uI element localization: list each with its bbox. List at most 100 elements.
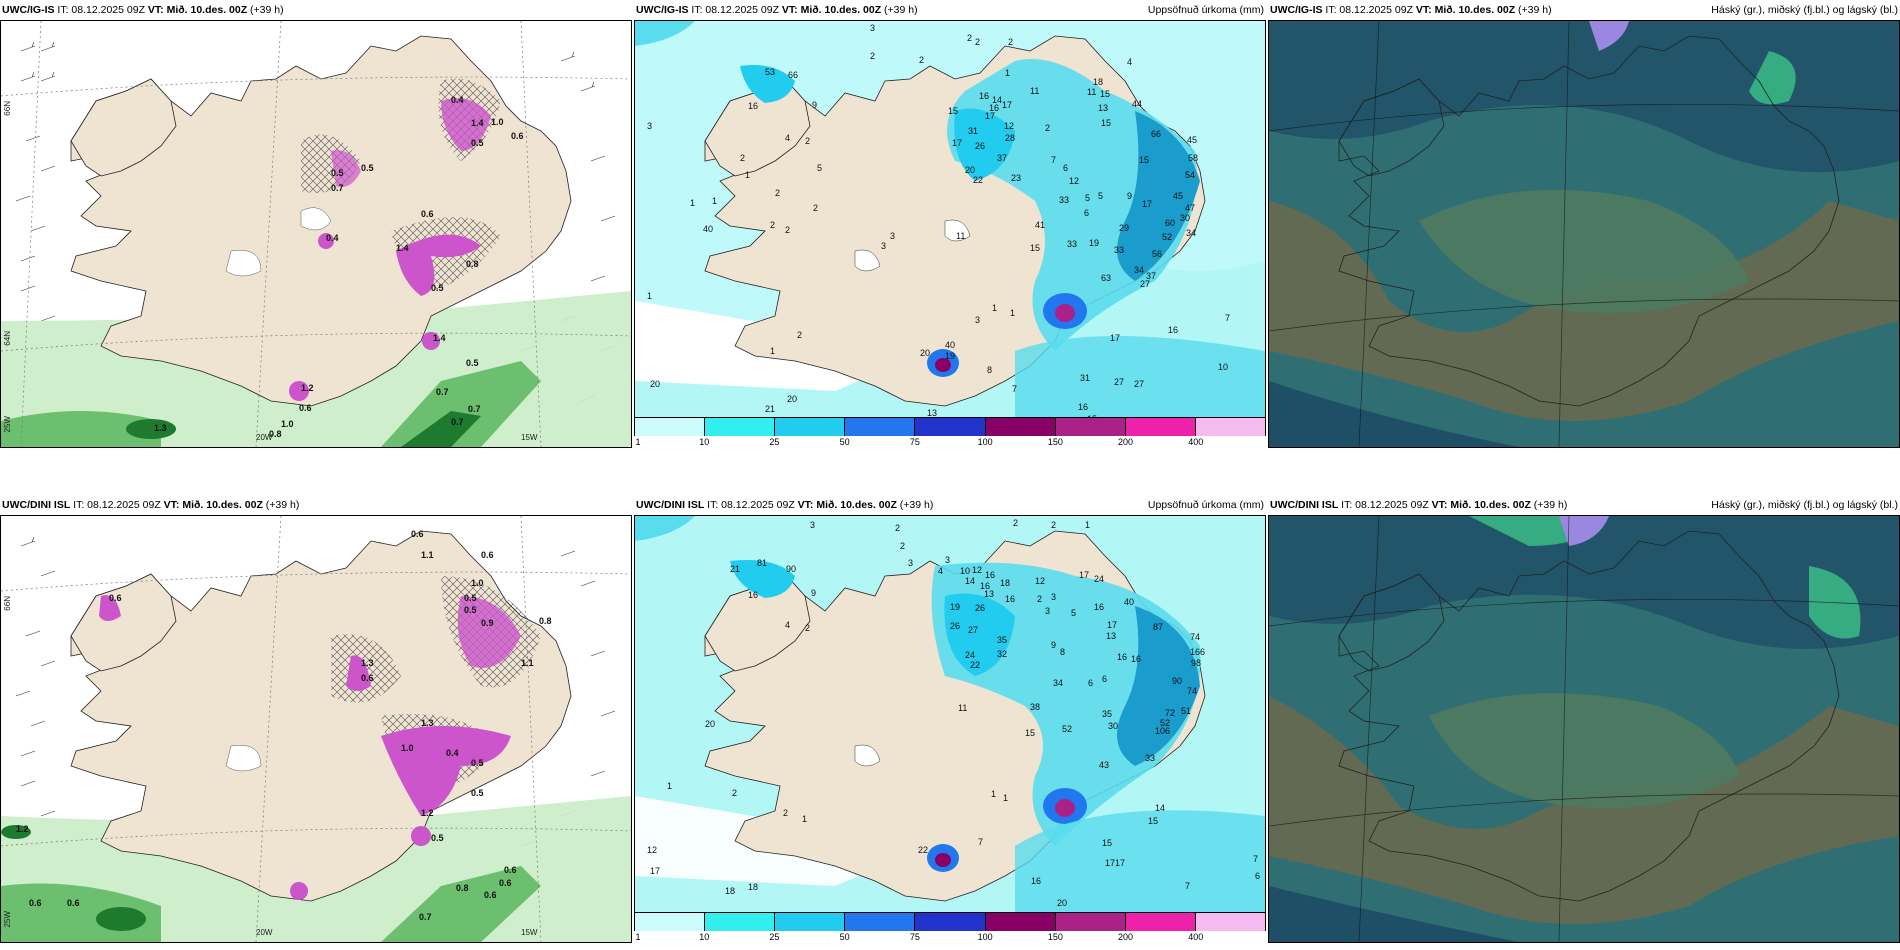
map-value-label: 9	[811, 588, 816, 598]
map-value-label: 16	[1078, 402, 1088, 412]
map-value-label: 17	[1079, 570, 1089, 580]
map-value-label: 1	[770, 346, 775, 356]
map-value-label: 16	[1094, 602, 1104, 612]
map-value-label: 5	[1085, 193, 1090, 203]
colorbar-swatch	[775, 418, 846, 436]
lon-label-20: 20W	[256, 928, 273, 937]
map-value-label: 16	[980, 581, 990, 591]
map-value-label: 27	[1140, 279, 1150, 289]
lead-time: (+39 h)	[250, 4, 284, 16]
map-value-label: 17	[1110, 333, 1120, 343]
map-value-label: 16	[748, 101, 758, 111]
map-value-label: 17	[1107, 620, 1117, 630]
lon-label-15: 15W	[521, 433, 538, 442]
map-value-label: 52	[1162, 232, 1172, 242]
lon-label-25: 25W	[3, 911, 12, 928]
map-value-label: 0.5	[431, 833, 444, 843]
map-value-label: 26	[950, 621, 960, 631]
colorbar-tick-label: 75	[909, 437, 920, 447]
map-value-label: 45	[1187, 135, 1197, 145]
map-value-label: 15	[1102, 838, 1112, 848]
model-name: UWC/DINI ISL	[2, 499, 71, 511]
colorbar-swatch	[845, 913, 916, 931]
valid-time-label: VT:	[163, 499, 180, 511]
map-value-label: 3	[1051, 592, 1056, 602]
map-value-label: 52	[1160, 718, 1170, 728]
map-value-label: 0.5	[331, 168, 344, 178]
map-value-label: 22	[918, 845, 928, 855]
map-value-label: 24	[1094, 574, 1104, 584]
map-value-label: 1	[647, 291, 652, 301]
colorbar-swatch	[1125, 913, 1196, 931]
init-time: IT: 08.12.2025 09Z	[57, 4, 145, 16]
map-value-label: 21	[765, 404, 775, 414]
map-value-label: 4	[785, 133, 790, 143]
map-value-label: 4	[785, 620, 790, 630]
precip-colorbar: 1 10 25 50 75 100 150 200 400	[634, 913, 1266, 943]
valid-time: Mið. 10.des. 00Z	[182, 499, 263, 511]
map-value-label: 1	[991, 789, 996, 799]
map-value-label: 41	[1035, 220, 1045, 230]
colorbar-tick-label: 200	[1118, 932, 1134, 942]
map-value-label: 40	[945, 340, 955, 350]
map-value-label: 33	[1145, 753, 1155, 763]
init-time: IT: 08.12.2025 09Z	[707, 499, 795, 511]
map-value-label: 33	[1059, 195, 1069, 205]
colorbar-swatch	[845, 418, 916, 436]
map-value-label: 15	[1030, 243, 1040, 253]
map-value-label: 1.2	[16, 824, 29, 834]
map-value-label: 2	[785, 225, 790, 235]
map-value-label: 9	[1127, 191, 1132, 201]
init-time: IT: 08.12.2025 09Z	[691, 4, 779, 16]
lead-time: (+39 h)	[1533, 499, 1568, 511]
map-value-label: 3	[810, 520, 815, 530]
map-value-label: 7	[1225, 313, 1230, 323]
map-value-label: 13	[1098, 103, 1108, 113]
map-value-label: 6	[1102, 674, 1107, 684]
map-value-label: 11	[958, 703, 967, 713]
map-value-label: 1.1	[521, 658, 534, 668]
map-value-label: 0.6	[361, 673, 374, 683]
map-value-label: 0.8	[269, 429, 282, 439]
model-name: UWC/IG-IS	[2, 4, 55, 16]
map-value-label: 0.7	[419, 912, 432, 922]
map-value-label: 2	[900, 541, 905, 551]
map-value-label: 1.2	[421, 808, 434, 818]
map-value-label: 12	[647, 845, 657, 855]
lat-label-64: 64N	[3, 331, 12, 346]
map-value-label: 2	[1037, 594, 1042, 604]
field-title: Uppsöfnuð úrkoma (mm)	[1147, 499, 1264, 511]
map-value-label: 0.5	[464, 593, 477, 603]
lon-label-25: 25W	[3, 416, 12, 433]
map-value-label: 24	[965, 650, 975, 660]
valid-time-label: VT:	[797, 499, 814, 511]
map-value-label: 0.5	[471, 788, 484, 798]
map-value-label: 26	[975, 141, 985, 151]
map-value-label: 31	[968, 126, 978, 136]
panel-title: UWC/IG-IS IT: 08.12.2025 09Z VT: Mið. 10…	[634, 0, 1266, 20]
map-value-label: 10	[960, 566, 970, 576]
panel-precip-igis: UWC/IG-IS IT: 08.12.2025 09Z VT: Mið. 10…	[634, 0, 1266, 448]
map-value-label: 8	[987, 365, 992, 375]
map-precip-dini: 3 2 2 2 2 1 21 81 90 16 9 4 2 20 1 2 2 1 12 17 18 18 3 3 4 10 12 16…	[634, 515, 1266, 913]
map-value-label: 98	[1191, 658, 1201, 668]
colorbar-swatch	[985, 913, 1056, 931]
map-value-label: 6	[1088, 678, 1093, 688]
map-value-label: 12	[1069, 176, 1079, 186]
map-value-label: 35	[997, 635, 1007, 645]
map-value-label: 7	[1012, 384, 1017, 394]
colorbar-swatch	[705, 418, 776, 436]
map-value-label: 6	[1063, 163, 1068, 173]
map-value-label: 19	[950, 602, 960, 612]
map-value-label: 34	[1186, 228, 1196, 238]
map-value-label: 18	[748, 882, 758, 892]
map-value-label: 30	[1108, 721, 1118, 731]
colorbar-swatch	[985, 418, 1056, 436]
map-value-label: 11	[1030, 86, 1039, 96]
map-value-label: 2	[919, 55, 924, 65]
map-value-label: 0.5	[431, 283, 444, 293]
colorbar-swatch	[634, 418, 706, 436]
map-value-label: 35	[1102, 709, 1112, 719]
map-value-label: 27	[968, 625, 978, 635]
colorbar-tick-label: 100	[977, 932, 993, 942]
